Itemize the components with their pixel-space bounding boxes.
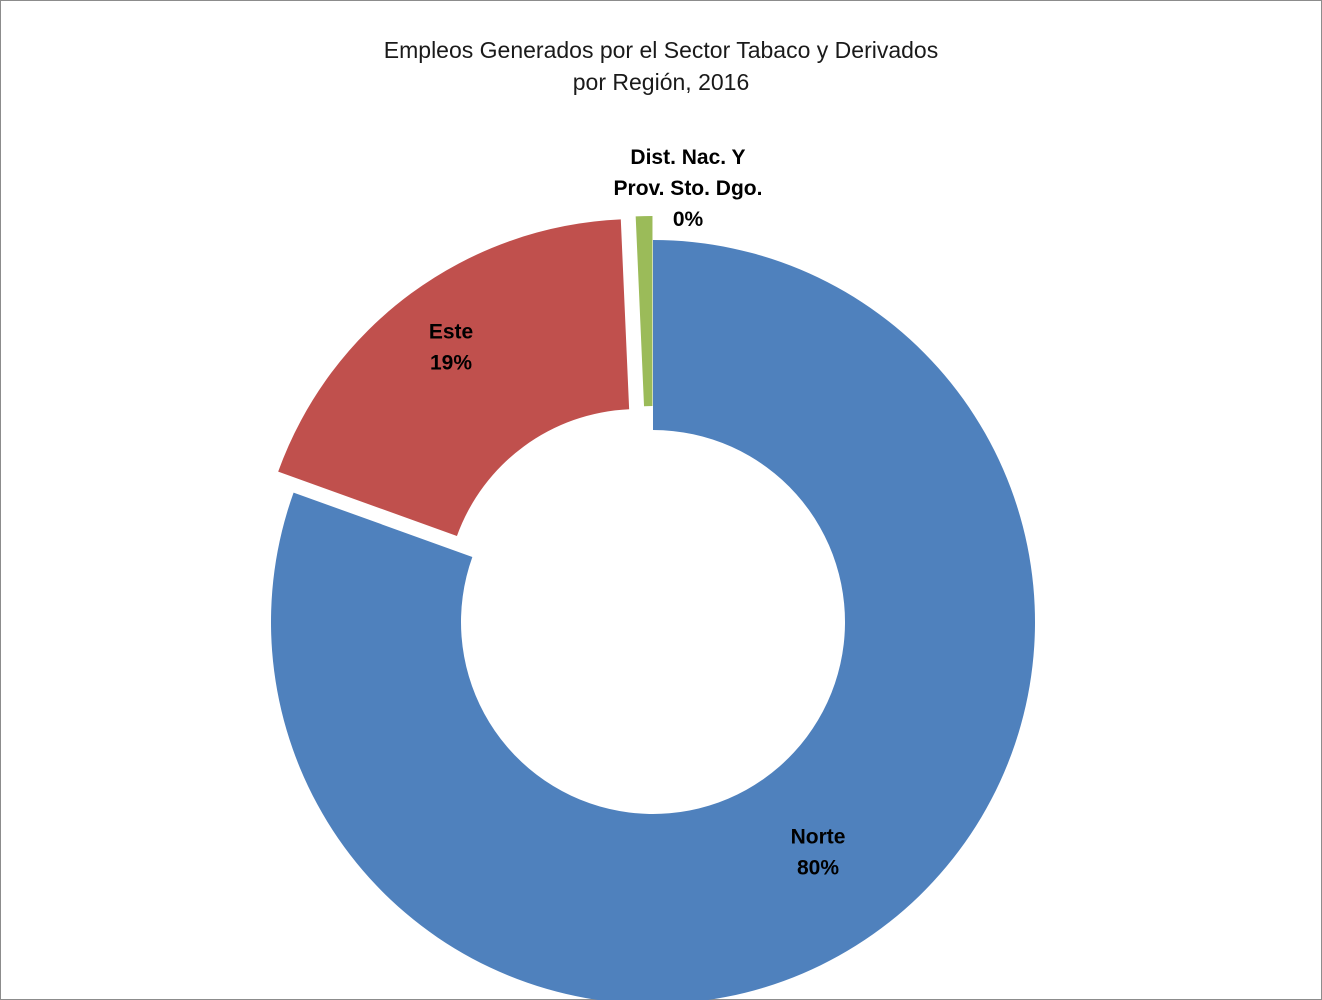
- data-label-norte-line-1: Norte: [791, 826, 846, 849]
- chart-title-line-2: por Región, 2016: [572, 69, 750, 95]
- chart-slices: [271, 216, 1035, 1000]
- chart-title-line-1: Empleos Generados por el Sector Tabaco y…: [383, 37, 939, 63]
- data-label-norte: Norte 80%: [791, 826, 846, 880]
- data-label-este-line-2: 19%: [430, 352, 472, 375]
- slice-este: [278, 219, 630, 537]
- data-label-este-line-1: Este: [429, 321, 473, 344]
- chart-data-labels: Norte 80% Este 19% Dist. Nac. Y Prov. Sto. Dg…: [429, 146, 846, 880]
- chart-title: Empleos Generados por el Sector Tabaco y…: [0, 34, 1322, 98]
- data-label-dist-nac-line-3: 0%: [673, 208, 704, 231]
- data-label-dist-nac-line-1: Dist. Nac. Y: [630, 146, 745, 169]
- data-label-dist-nac: Dist. Nac. Y Prov. Sto. Dgo. 0%: [614, 146, 763, 231]
- slice-norte: [271, 240, 1035, 1000]
- data-label-norte-line-2: 80%: [797, 857, 839, 880]
- data-label-dist-nac-line-2: Prov. Sto. Dgo.: [614, 177, 763, 200]
- slice-dist-nac: [635, 216, 653, 407]
- data-label-este: Este 19%: [429, 321, 473, 375]
